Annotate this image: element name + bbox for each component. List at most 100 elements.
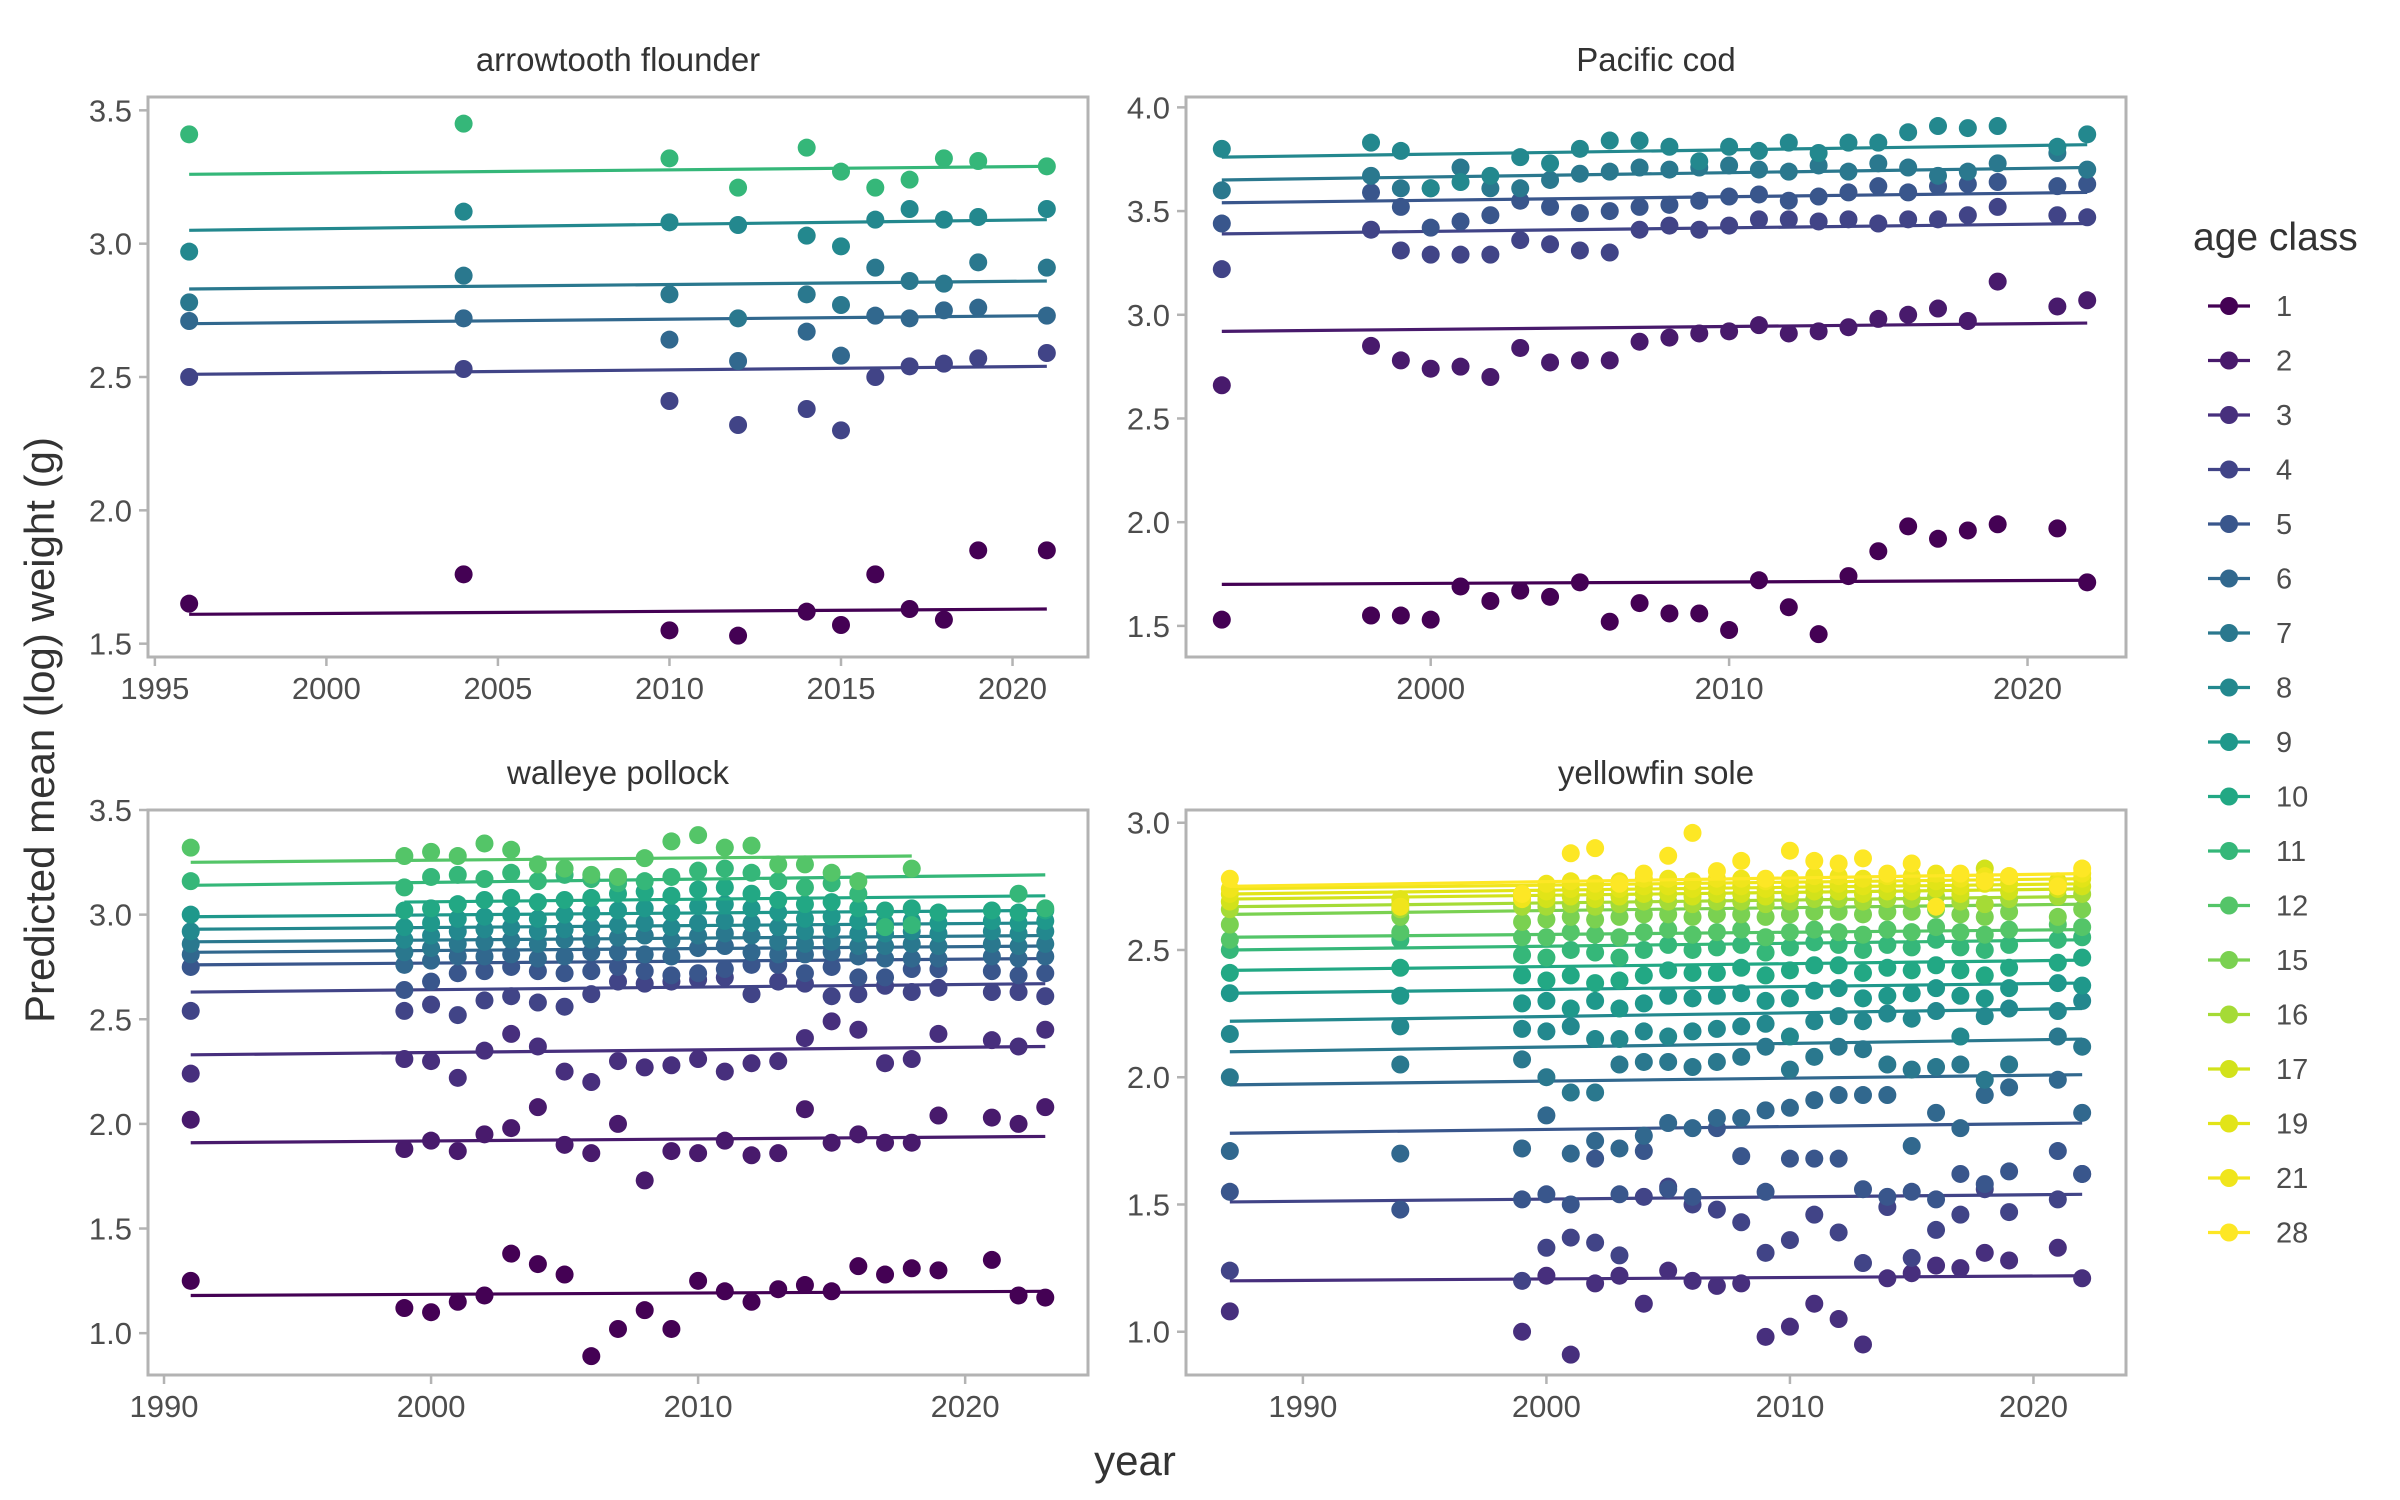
data-point — [742, 943, 761, 962]
data-point — [1878, 958, 1897, 977]
legend-key-point — [2220, 1005, 2238, 1024]
data-point — [1586, 874, 1605, 893]
data-point — [1829, 935, 1848, 954]
data-point — [528, 1037, 547, 1056]
data-point — [1720, 322, 1739, 341]
data-point — [1975, 1086, 1994, 1105]
x-tick-label: 2015 — [807, 671, 876, 706]
data-point — [902, 1133, 921, 1152]
data-point — [1586, 1149, 1605, 1168]
data-point — [502, 957, 521, 976]
data-point — [1659, 1114, 1678, 1133]
data-point — [2048, 519, 2067, 538]
data-point — [902, 1050, 921, 1069]
data-point — [1853, 1335, 1872, 1354]
data-point — [1659, 905, 1678, 924]
data-point — [609, 972, 627, 991]
data-point — [2048, 1238, 2067, 1257]
data-point — [1899, 210, 1918, 229]
data-point — [689, 1050, 708, 1069]
data-point — [660, 213, 679, 232]
legend-key-point — [2220, 406, 2238, 424]
data-point — [1975, 966, 1994, 985]
data-point — [1720, 621, 1739, 640]
plot-area-arrowtooth-flounder — [180, 114, 1056, 645]
y-tick-label: 1.5 — [1127, 1187, 1170, 1222]
y-tick-label: 2.0 — [1127, 505, 1170, 540]
data-point — [448, 909, 467, 928]
data-point — [969, 541, 988, 560]
data-point — [742, 863, 761, 882]
data-point — [1610, 1030, 1629, 1049]
data-point — [900, 309, 919, 328]
data-point — [609, 1114, 627, 1133]
data-point — [1732, 1047, 1751, 1066]
series-age-9 — [1220, 974, 2092, 1018]
data-point — [1780, 841, 1799, 860]
data-point — [1009, 1037, 1028, 1056]
data-point — [1958, 162, 1977, 181]
series-age-8 — [1212, 117, 2097, 198]
data-point — [1975, 1243, 1994, 1262]
trend-line-age-4 — [1221, 221, 2088, 236]
data-point — [1561, 966, 1580, 985]
trend-line-age-1 — [190, 1289, 1046, 1298]
series-age-10 — [1220, 948, 2092, 993]
data-point — [1749, 210, 1768, 229]
data-point — [1878, 1187, 1897, 1206]
data-point — [1756, 1182, 1775, 1201]
data-point — [1421, 359, 1440, 378]
data-point — [1809, 156, 1828, 175]
data-point — [1829, 1086, 1848, 1105]
data-point — [395, 955, 414, 974]
y-tick-label: 2.0 — [89, 493, 132, 528]
data-point — [982, 901, 1001, 920]
y-tick-label: 3.0 — [1127, 806, 1170, 841]
data-point — [1037, 157, 1056, 176]
data-point — [1561, 940, 1580, 959]
data-point — [1749, 141, 1768, 160]
data-point — [448, 964, 467, 983]
data-point — [555, 1265, 574, 1284]
data-point — [797, 285, 816, 304]
data-point — [1513, 1139, 1532, 1158]
data-point — [742, 884, 761, 903]
data-point — [822, 920, 841, 939]
data-point — [1951, 1259, 1970, 1278]
data-point — [1610, 999, 1629, 1018]
panel-title-pacific-cod: Pacific cod — [1576, 41, 1736, 78]
panels-group: arrowtooth flounder 1.5 2.0 2.5 3.0 3.5 1995 20… — [89, 41, 2128, 1424]
legend-entry-16: 16 — [2208, 1000, 2308, 1032]
data-point — [876, 937, 895, 956]
data-point — [1975, 907, 1994, 926]
data-point — [660, 149, 679, 168]
data-point — [1513, 1190, 1532, 1209]
data-point — [1586, 1083, 1605, 1102]
data-point — [502, 840, 521, 859]
series-age-7 — [1220, 1027, 2092, 1102]
data-point — [715, 1282, 734, 1301]
data-point — [1839, 183, 1858, 202]
data-point — [582, 962, 601, 981]
series-age-7 — [180, 253, 1056, 328]
data-point — [1988, 117, 2007, 136]
data-point — [181, 905, 200, 924]
data-point — [1537, 948, 1556, 967]
data-point — [2078, 160, 2097, 179]
data-point — [1902, 1009, 1921, 1028]
data-point — [1975, 940, 1994, 959]
data-point — [1610, 1246, 1629, 1265]
data-point — [1421, 245, 1440, 264]
data-point — [181, 1110, 200, 1129]
data-point — [769, 932, 788, 951]
data-point — [1630, 332, 1649, 351]
data-point — [502, 863, 521, 882]
data-point — [181, 922, 200, 941]
data-point — [1707, 1108, 1726, 1127]
series-age-2 — [1212, 272, 2097, 395]
data-point — [1958, 312, 1977, 330]
data-point — [729, 309, 748, 328]
data-point — [742, 1146, 761, 1165]
data-point — [1878, 1086, 1897, 1105]
data-point — [1929, 529, 1947, 548]
